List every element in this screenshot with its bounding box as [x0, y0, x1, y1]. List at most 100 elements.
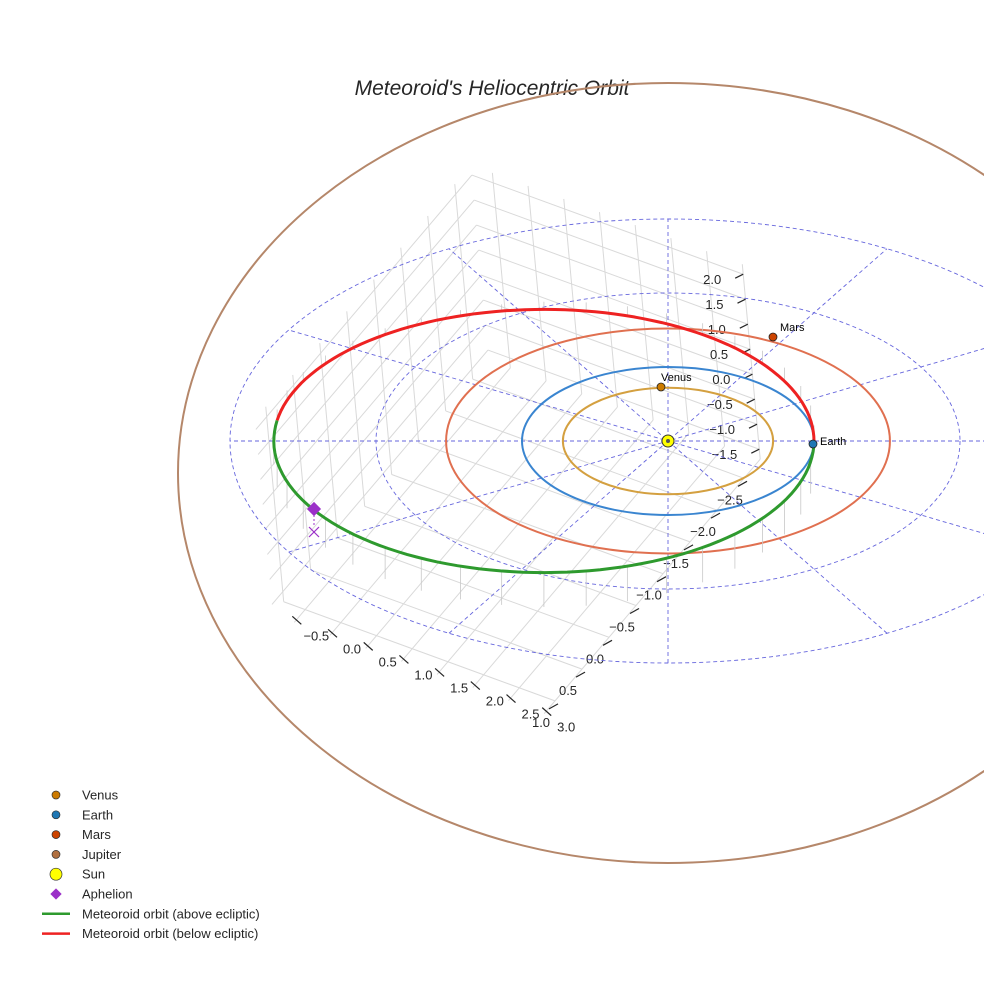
x-tick-label: −1.5 [663, 556, 689, 571]
chart-title: Meteoroid's Heliocentric Orbit [355, 77, 631, 100]
pane-gridline [445, 410, 718, 511]
x-tick [548, 703, 559, 710]
pane-gridline [706, 251, 726, 447]
pane-gridline [427, 215, 447, 411]
pane-gridline [543, 458, 761, 714]
pane-gridline [508, 445, 725, 701]
legend-marker [50, 888, 62, 900]
legend-label: Mars [82, 827, 111, 842]
venus-marker [656, 382, 666, 392]
pane-gridline [264, 274, 482, 530]
y-tick [470, 681, 481, 690]
z-tick [739, 323, 749, 329]
legend-marker [49, 867, 63, 881]
pane-gridline [310, 569, 583, 670]
ecliptic-grid [229, 218, 984, 664]
y-tick-label: 2.5 [521, 707, 539, 722]
pane-gridline [400, 247, 420, 443]
y-tick-label: 0.5 [379, 654, 397, 669]
y-tick [291, 615, 302, 625]
pane-gridline [257, 199, 475, 455]
pane-gridline [271, 349, 489, 605]
pane-gridline [491, 172, 511, 368]
y-tick [399, 654, 409, 664]
z-tick-label: 1.5 [705, 297, 723, 312]
x-tick-label: 0.5 [559, 683, 577, 698]
pane-gridline [487, 349, 760, 450]
pane-gridline [471, 174, 744, 275]
legend-label: Earth [82, 807, 113, 822]
legend-label: Meteoroid orbit (below ecliptic) [82, 926, 258, 941]
orbits [177, 82, 984, 864]
orbit-venus [561, 386, 775, 496]
pane-gridline [292, 374, 312, 570]
pane-gridline [337, 537, 610, 638]
x-tick [629, 607, 640, 615]
legend-label: Aphelion [82, 887, 133, 902]
y-tick-label: 1.5 [450, 680, 468, 695]
pane-gridline [283, 601, 556, 702]
axis-ticks: −2.5 −2.0 −1.5 −1.0 −0.5 0.0 0.5 1.0 −0.5 0.0 0.5 1… [291, 272, 760, 735]
pane-gridline [634, 225, 654, 421]
pane-gridline [483, 299, 755, 400]
pane-gridline [365, 393, 583, 649]
pane-gridline [472, 378, 745, 479]
x-tick-label: −2.0 [690, 524, 716, 539]
ecliptic-radial-line [448, 248, 888, 634]
legend-label: Jupiter [82, 847, 122, 862]
y-tick-label: 3.0 [557, 720, 575, 735]
x-tick [602, 639, 613, 646]
legend-label: Venus [82, 788, 119, 803]
x-tick-label: 0.0 [586, 651, 604, 666]
earth-label: Earth [820, 436, 846, 448]
pane-gridline [346, 311, 366, 507]
pane-gridline [255, 174, 473, 430]
pane-gridline [262, 249, 480, 505]
pane-gridline [401, 406, 618, 662]
ecliptic-radial-line [448, 248, 888, 634]
x-tick-label: 1.0 [532, 715, 550, 730]
pane-gridline [364, 505, 637, 606]
x-tick [737, 480, 748, 487]
mars-marker [768, 332, 778, 342]
pane-gridline [563, 198, 583, 395]
sun-core [666, 439, 670, 443]
legend-marker [51, 850, 61, 859]
orbit-mars [445, 327, 891, 555]
legend-label: Meteoroid orbit (above ecliptic) [82, 906, 260, 921]
z-tick [746, 398, 755, 404]
y-tick [541, 707, 552, 717]
y-tick [506, 694, 516, 704]
mars-label: Mars [780, 322, 805, 334]
y-tick [434, 668, 445, 677]
pane-gridline [474, 199, 746, 300]
pane-gridline [265, 406, 285, 602]
pane-gridline [476, 224, 748, 325]
pane-gridline [478, 249, 751, 350]
legend: Venus Earth Mars Jupiter Sun Aphelion Meteoroi… [42, 788, 260, 941]
bodies: Venus Earth Mars [306, 322, 846, 538]
z-tick-label: −0.5 [707, 397, 733, 412]
venus-label: Venus [661, 372, 692, 384]
y-tick-label: 2.0 [486, 694, 504, 709]
z-tick-label: 2.0 [703, 272, 721, 287]
y-tick [363, 641, 374, 651]
x-tick-label: −1.0 [636, 588, 662, 603]
x-tick [656, 576, 667, 583]
z-tick [734, 273, 744, 279]
pane-gridline [293, 367, 511, 623]
orbit-jupiter [177, 82, 984, 864]
pane-gridline [391, 474, 664, 575]
pane-gridline [269, 324, 487, 580]
meteoroid-orbit-below [275, 307, 816, 442]
meteoroid-orbit-above [272, 419, 816, 575]
y-tick [327, 628, 338, 638]
pane-gridline [598, 211, 618, 408]
y-tick-label: 1.0 [414, 667, 432, 682]
z-tick [737, 298, 746, 304]
pane-gridline [373, 279, 393, 475]
z-tick-label: 1.0 [708, 322, 726, 337]
pane-gridline [485, 324, 758, 425]
aphelion-projection-x [308, 526, 320, 538]
